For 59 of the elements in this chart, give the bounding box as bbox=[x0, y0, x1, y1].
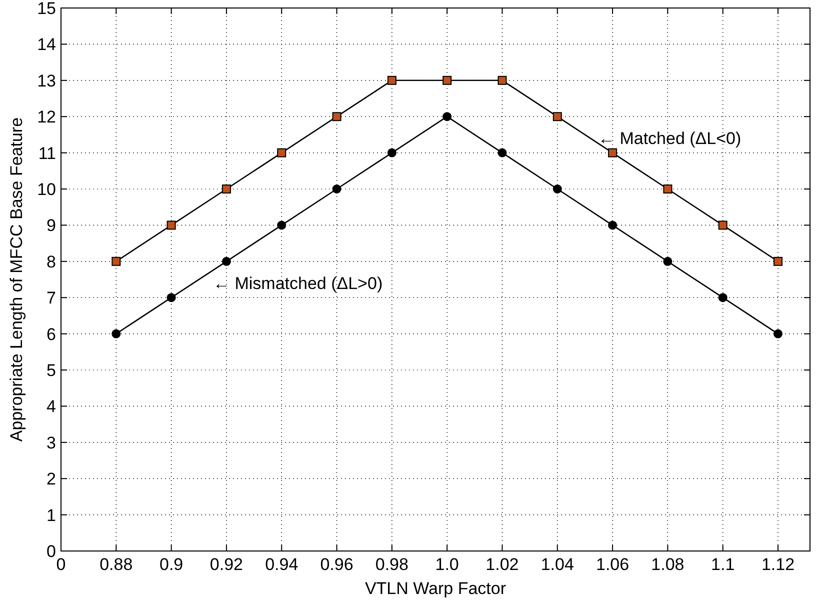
y-tick-label: 12 bbox=[37, 108, 56, 127]
x-tick-label: 0.94 bbox=[265, 555, 298, 574]
y-tick-label: 1 bbox=[46, 506, 56, 525]
point bbox=[222, 256, 231, 266]
y-tick-label: 14 bbox=[37, 35, 56, 54]
y-tick-label: 10 bbox=[37, 180, 56, 199]
x-tick-label: 0.92 bbox=[210, 555, 244, 574]
x-tick-label: 0.88 bbox=[100, 555, 133, 574]
point bbox=[718, 293, 728, 302]
x-tick-label: 1.06 bbox=[596, 555, 630, 574]
x-axis-title: VTLN Warp Factor bbox=[364, 579, 506, 598]
y-tick-label: 9 bbox=[46, 216, 56, 236]
y-tick-label: 2 bbox=[46, 470, 56, 489]
y-tick-label: 0 bbox=[46, 542, 56, 561]
point bbox=[332, 112, 342, 122]
point bbox=[663, 256, 672, 266]
point bbox=[166, 293, 176, 302]
x-tick-label: 0.9 bbox=[159, 555, 184, 574]
point bbox=[718, 220, 728, 230]
y-tick-label: 7 bbox=[46, 288, 56, 308]
x-tick-label: 0.96 bbox=[320, 555, 354, 574]
x-tick-label: 1.0 bbox=[435, 555, 459, 574]
y-tick-label: 11 bbox=[38, 144, 56, 163]
y-tick-label: 6 bbox=[46, 324, 56, 344]
point bbox=[387, 76, 396, 85]
y-tick-label: 8 bbox=[46, 252, 56, 272]
point bbox=[498, 76, 507, 85]
annotation: ← Matched (ΔL<0) bbox=[598, 128, 742, 148]
point bbox=[277, 148, 286, 158]
point bbox=[552, 184, 562, 194]
point bbox=[774, 329, 782, 338]
y-tick-label: 13 bbox=[37, 71, 56, 90]
x-tick-label: 0.98 bbox=[375, 555, 408, 574]
annotation: ← Mismatched (ΔL>0) bbox=[213, 274, 383, 293]
point bbox=[277, 220, 286, 230]
x-tick-label: 1.08 bbox=[651, 555, 684, 574]
y-tick-label: 3 bbox=[46, 433, 56, 452]
point bbox=[552, 112, 562, 122]
point bbox=[222, 184, 231, 194]
y-tick-label: 4 bbox=[46, 397, 56, 416]
y-tick-label: 5 bbox=[46, 360, 56, 380]
point bbox=[608, 220, 618, 230]
point bbox=[112, 256, 121, 266]
y-tick-label: 15 bbox=[37, 0, 56, 18]
point bbox=[498, 148, 507, 158]
point bbox=[442, 76, 452, 85]
point bbox=[608, 148, 618, 158]
x-tick-label: 1.04 bbox=[540, 555, 574, 574]
x-tick-label: 1.02 bbox=[486, 555, 519, 574]
point bbox=[387, 148, 396, 158]
y-axis-title: Appropriate Length of MFCC Base Feature bbox=[7, 117, 26, 442]
point bbox=[442, 112, 452, 122]
x-tick-label: 1.12 bbox=[761, 555, 795, 574]
point bbox=[663, 184, 672, 194]
point bbox=[774, 256, 782, 266]
point bbox=[112, 329, 121, 338]
x-tick-label: 1.1 bbox=[711, 555, 735, 574]
point bbox=[332, 184, 342, 194]
point bbox=[166, 220, 176, 230]
